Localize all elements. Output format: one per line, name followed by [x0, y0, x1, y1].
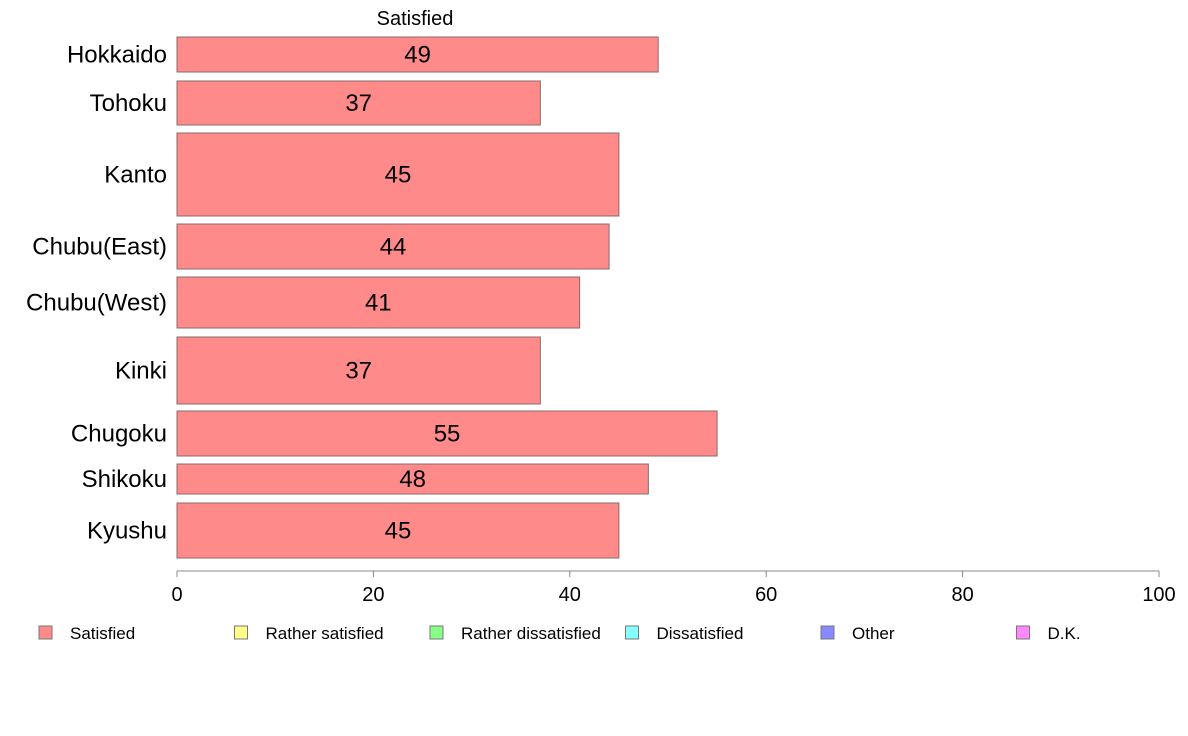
x-tick-label: 100: [1142, 584, 1175, 606]
bar-row: Chubu(East) 44: [32, 223, 610, 270]
category-label: Hokkaido: [67, 42, 167, 69]
bar-row: Tohoku 37: [90, 80, 541, 126]
legend-swatch: [820, 625, 835, 640]
bar: [176, 36, 659, 73]
bar: [176, 80, 541, 126]
x-tick-label: 40: [559, 584, 581, 606]
category-label: Chubu(West): [26, 290, 167, 317]
bar-row: Kanto 45: [104, 132, 620, 217]
bar-row: Shikoku 48: [82, 463, 649, 495]
category-label: Tohoku: [90, 90, 167, 117]
legend-item: Rather satisfied: [234, 624, 384, 643]
legend: Satisfied Rather satisfied Rather dissatis…: [38, 624, 1081, 643]
bar-value-label: 49: [404, 42, 431, 69]
bar-value-label: 37: [345, 90, 372, 117]
legend-item: Other: [820, 624, 895, 643]
bar-value-label: 45: [385, 518, 412, 545]
bar: [176, 336, 541, 405]
legend-swatch: [429, 625, 444, 640]
bar-value-label: 55: [434, 421, 461, 448]
legend-swatch: [234, 625, 248, 640]
legend-label: Rather dissatisfied: [461, 624, 601, 643]
bar-value-label: 37: [345, 358, 372, 385]
bar-value-label: 45: [385, 162, 412, 189]
legend-label: D.K.: [1048, 624, 1081, 643]
panel-title: Satisfied: [377, 8, 454, 30]
x-tick-label: 80: [951, 584, 973, 606]
bar: [176, 276, 581, 329]
category-label: Kanto: [104, 162, 167, 189]
legend-label: Dissatisfied: [657, 624, 744, 643]
legend-item: D.K.: [1016, 624, 1081, 643]
bar-value-label: 44: [380, 234, 407, 261]
x-tick-label: 20: [362, 584, 384, 606]
legend-item: Rather dissatisfied: [429, 624, 601, 643]
bar-value-label: 41: [365, 290, 392, 317]
category-label: Chubu(East): [32, 234, 167, 261]
bar-row: Chubu(West) 41: [26, 276, 581, 329]
legend-item: Satisfied: [38, 624, 135, 643]
bar: [176, 223, 610, 270]
legend-item: Dissatisfied: [625, 624, 744, 643]
bar: [176, 410, 718, 457]
category-label: Kyushu: [87, 518, 167, 545]
bar-value-label: 48: [399, 466, 426, 493]
legend-swatch: [1016, 625, 1030, 640]
bar: [176, 463, 649, 495]
bar-row: Chugoku 55: [71, 410, 718, 457]
x-tick-label: 0: [171, 584, 182, 606]
bar-row: Hokkaido 49: [67, 36, 659, 73]
bar-row: Kinki 37: [115, 336, 541, 405]
legend-swatch: [625, 625, 639, 640]
bar: [176, 502, 620, 559]
legend-label: Satisfied: [70, 624, 135, 643]
category-label: Shikoku: [82, 466, 167, 493]
legend-swatch: [38, 625, 53, 640]
legend-label: Rather satisfied: [266, 624, 384, 643]
category-label: Kinki: [115, 358, 167, 385]
bar-row: Kyushu 45: [87, 502, 620, 559]
x-tick-label: 60: [755, 584, 777, 606]
bar: [176, 132, 620, 217]
x-axis: 0 20 40 60 80 100: [171, 570, 1176, 606]
legend-label: Other: [852, 624, 895, 643]
category-label: Chugoku: [71, 421, 167, 448]
